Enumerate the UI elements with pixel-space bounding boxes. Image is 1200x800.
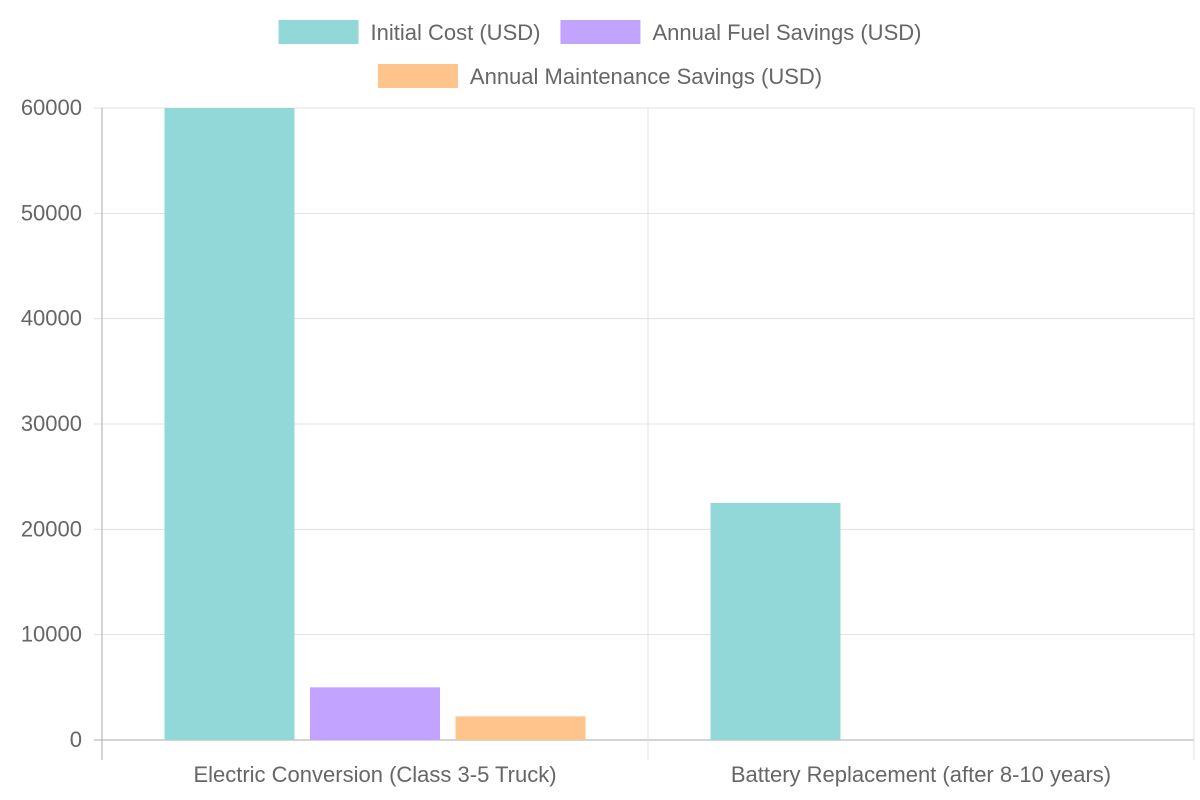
legend-label: Initial Cost (USD)	[371, 20, 541, 45]
y-tick-label: 0	[70, 727, 82, 752]
y-tick-label: 50000	[21, 200, 82, 225]
legend-swatch	[278, 20, 359, 44]
legend-swatch	[560, 20, 641, 44]
bar	[455, 716, 586, 740]
bar	[164, 108, 295, 740]
y-tick-label: 10000	[21, 622, 82, 647]
legend-swatch	[377, 64, 458, 88]
y-tick-label: 20000	[21, 516, 82, 541]
bar	[710, 503, 841, 740]
y-tick-label: 30000	[21, 411, 82, 436]
legend-label: Annual Maintenance Savings (USD)	[470, 64, 822, 89]
y-tick-label: 60000	[21, 95, 82, 120]
bar	[310, 687, 440, 740]
legend-label: Annual Fuel Savings (USD)	[652, 20, 921, 45]
x-tick-label: Electric Conversion (Class 3-5 Truck)	[193, 762, 556, 787]
y-tick-label: 40000	[21, 306, 82, 331]
x-tick-label: Battery Replacement (after 8-10 years)	[731, 762, 1111, 787]
